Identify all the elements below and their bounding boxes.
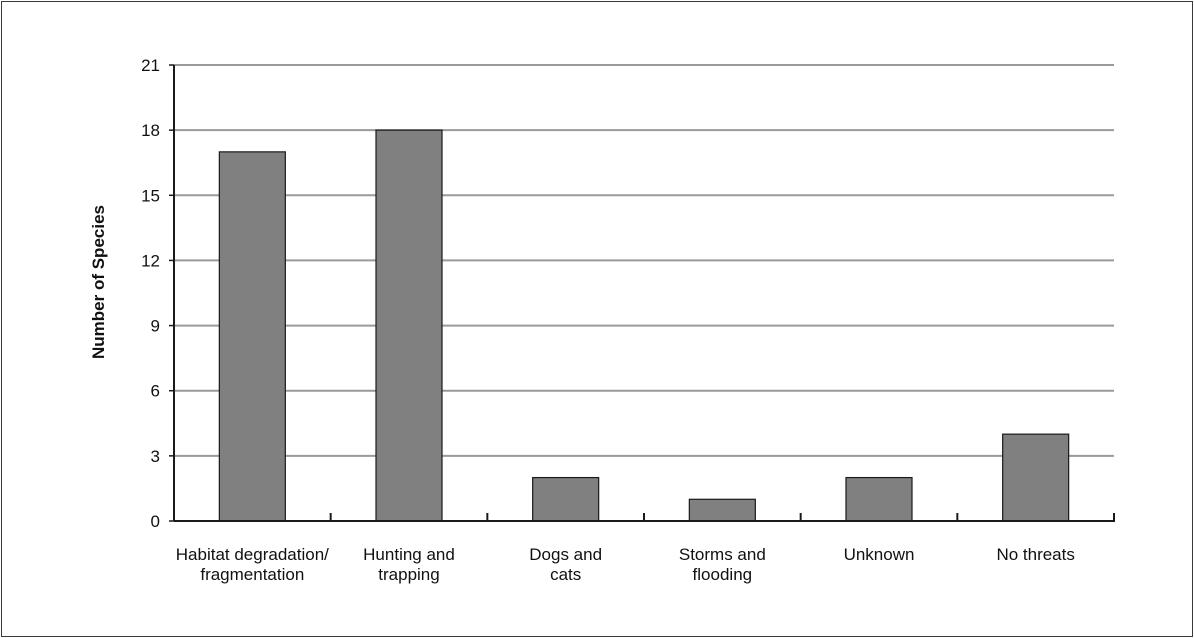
gridlines [174,64,1114,457]
y-tick-label: 0 [151,512,160,531]
x-category-label: Habitat degradation/ [176,545,329,564]
y-tick-label: 18 [141,121,160,140]
bars [218,129,1070,522]
x-category-label: trapping [378,565,439,584]
bar [375,129,443,522]
bar [218,151,286,522]
y-tick-label: 12 [141,251,160,270]
x-category-label: Dogs and [529,545,602,564]
y-tick-label: 3 [151,447,160,466]
axes [169,64,1115,522]
x-category-label: No threats [996,545,1074,564]
x-category-label: fragmentation [200,565,304,584]
x-category-label: Unknown [844,545,915,564]
labels: 0 3 6 9 12 15 18 21 Habitat degradation/fragment… [141,56,1075,584]
bar [688,498,756,522]
y-tick-label: 6 [151,382,160,401]
x-category-label: Hunting and [363,545,455,564]
y-tick-label: 9 [151,317,160,336]
y-tick-label: 15 [141,186,160,205]
bar [532,476,600,522]
bar [1002,433,1070,522]
bar [845,476,913,522]
x-category-label: cats [550,565,581,584]
y-tick-label: 21 [141,56,160,75]
x-category-label: Storms and [679,545,766,564]
y-axis-title: Number of Species [89,205,108,359]
x-category-label: flooding [693,565,753,584]
